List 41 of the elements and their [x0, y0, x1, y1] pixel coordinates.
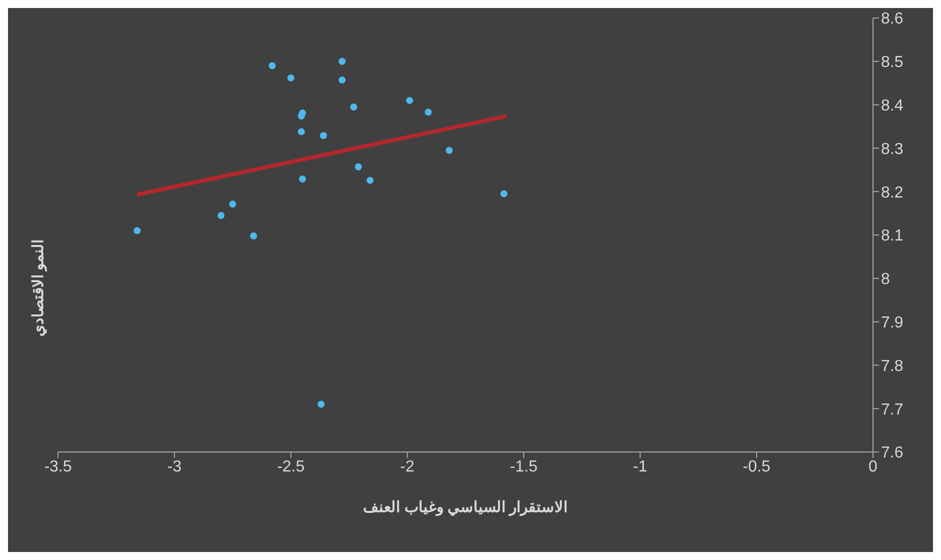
point — [287, 74, 294, 82]
y-tick-label: 8 — [881, 271, 890, 288]
x-tick-label: -2 — [400, 458, 414, 476]
y-tick-label: 8.1 — [881, 228, 904, 245]
point — [299, 176, 306, 183]
point — [338, 58, 346, 65]
x-tick-label: 0 — [868, 458, 878, 476]
point — [229, 200, 236, 208]
y-tick-label: 7.6 — [881, 444, 904, 462]
point — [366, 176, 374, 184]
point — [424, 108, 432, 116]
y-tick-label: 8.2 — [881, 184, 904, 202]
x-tick-label: -3 — [167, 458, 182, 476]
x-tick-label: -1 — [633, 458, 648, 476]
y-tick-label: 8.6 — [881, 10, 904, 28]
y-tick-label: 7.9 — [881, 314, 904, 332]
y-tick-label: 8.4 — [881, 97, 904, 114]
point — [354, 163, 362, 170]
x-tick-label: -0.5 — [742, 458, 770, 476]
x-tick-label: -1.5 — [510, 458, 538, 476]
point — [338, 76, 346, 84]
point — [350, 103, 358, 110]
x-axis-title: الاستقرار السياسي وغياب العنف — [363, 499, 568, 517]
point — [268, 62, 276, 70]
point — [218, 212, 224, 219]
point — [318, 400, 325, 408]
point — [500, 190, 508, 198]
y-axis-title: النمو الاقتصادي — [29, 239, 47, 337]
point — [406, 96, 414, 104]
y-tick-label: 8.3 — [881, 140, 904, 158]
point — [446, 146, 453, 154]
x-tick-label: -3.5 — [44, 458, 72, 476]
y-tick-label: 7.7 — [881, 401, 904, 418]
point — [298, 112, 305, 120]
point — [250, 232, 258, 240]
y-tick-label: 7.8 — [881, 358, 904, 375]
y-tick-label: 8.5 — [881, 54, 904, 72]
x-tick-label: -2.5 — [277, 458, 305, 476]
point — [320, 132, 327, 140]
point — [134, 227, 141, 234]
point — [298, 128, 305, 136]
